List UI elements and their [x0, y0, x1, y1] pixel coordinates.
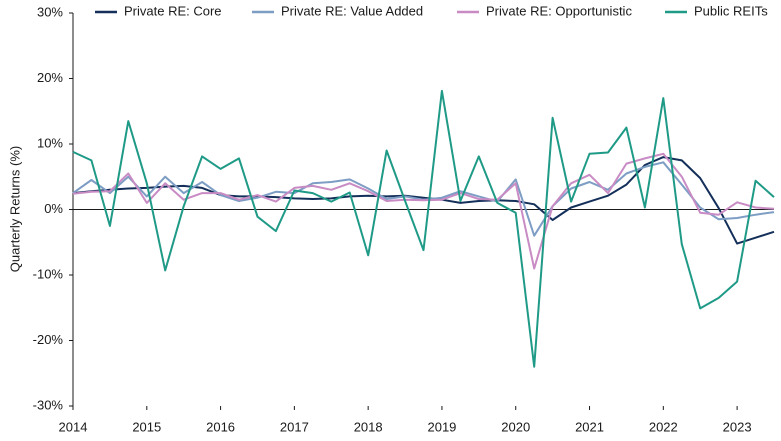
legend-label: Private RE: Core	[124, 3, 222, 18]
x-tick-label: 2017	[280, 419, 309, 434]
legend-label: Private RE: Opportunistic	[486, 3, 632, 18]
x-tick-label: 2018	[354, 419, 383, 434]
series-line	[72, 156, 775, 245]
x-tick-label: 2020	[501, 419, 530, 434]
x-tick-label: 2014	[59, 419, 88, 434]
y-tick-label: 20%	[37, 70, 63, 85]
x-tick-label: 2022	[649, 419, 678, 434]
y-tick-label: -10%	[33, 266, 64, 281]
x-tick-label: 2021	[575, 419, 604, 434]
series-line	[72, 89, 775, 368]
series-line	[72, 152, 775, 270]
x-tick-label: 2023	[723, 419, 752, 434]
y-tick-label: 0%	[44, 201, 63, 216]
x-tick-label: 2019	[427, 419, 456, 434]
y-tick-label: 30%	[37, 4, 63, 19]
y-tick-label: -20%	[33, 332, 64, 347]
y-axis-label: Quarterly Returns (%)	[7, 146, 22, 272]
x-tick-label: 2016	[206, 419, 235, 434]
legend-label: Public REITs	[694, 3, 768, 18]
y-tick-label: 10%	[37, 135, 63, 150]
legend-label: Private RE: Value Added	[281, 3, 423, 18]
y-tick-label: -30%	[33, 397, 64, 412]
x-tick-label: 2015	[132, 419, 161, 434]
